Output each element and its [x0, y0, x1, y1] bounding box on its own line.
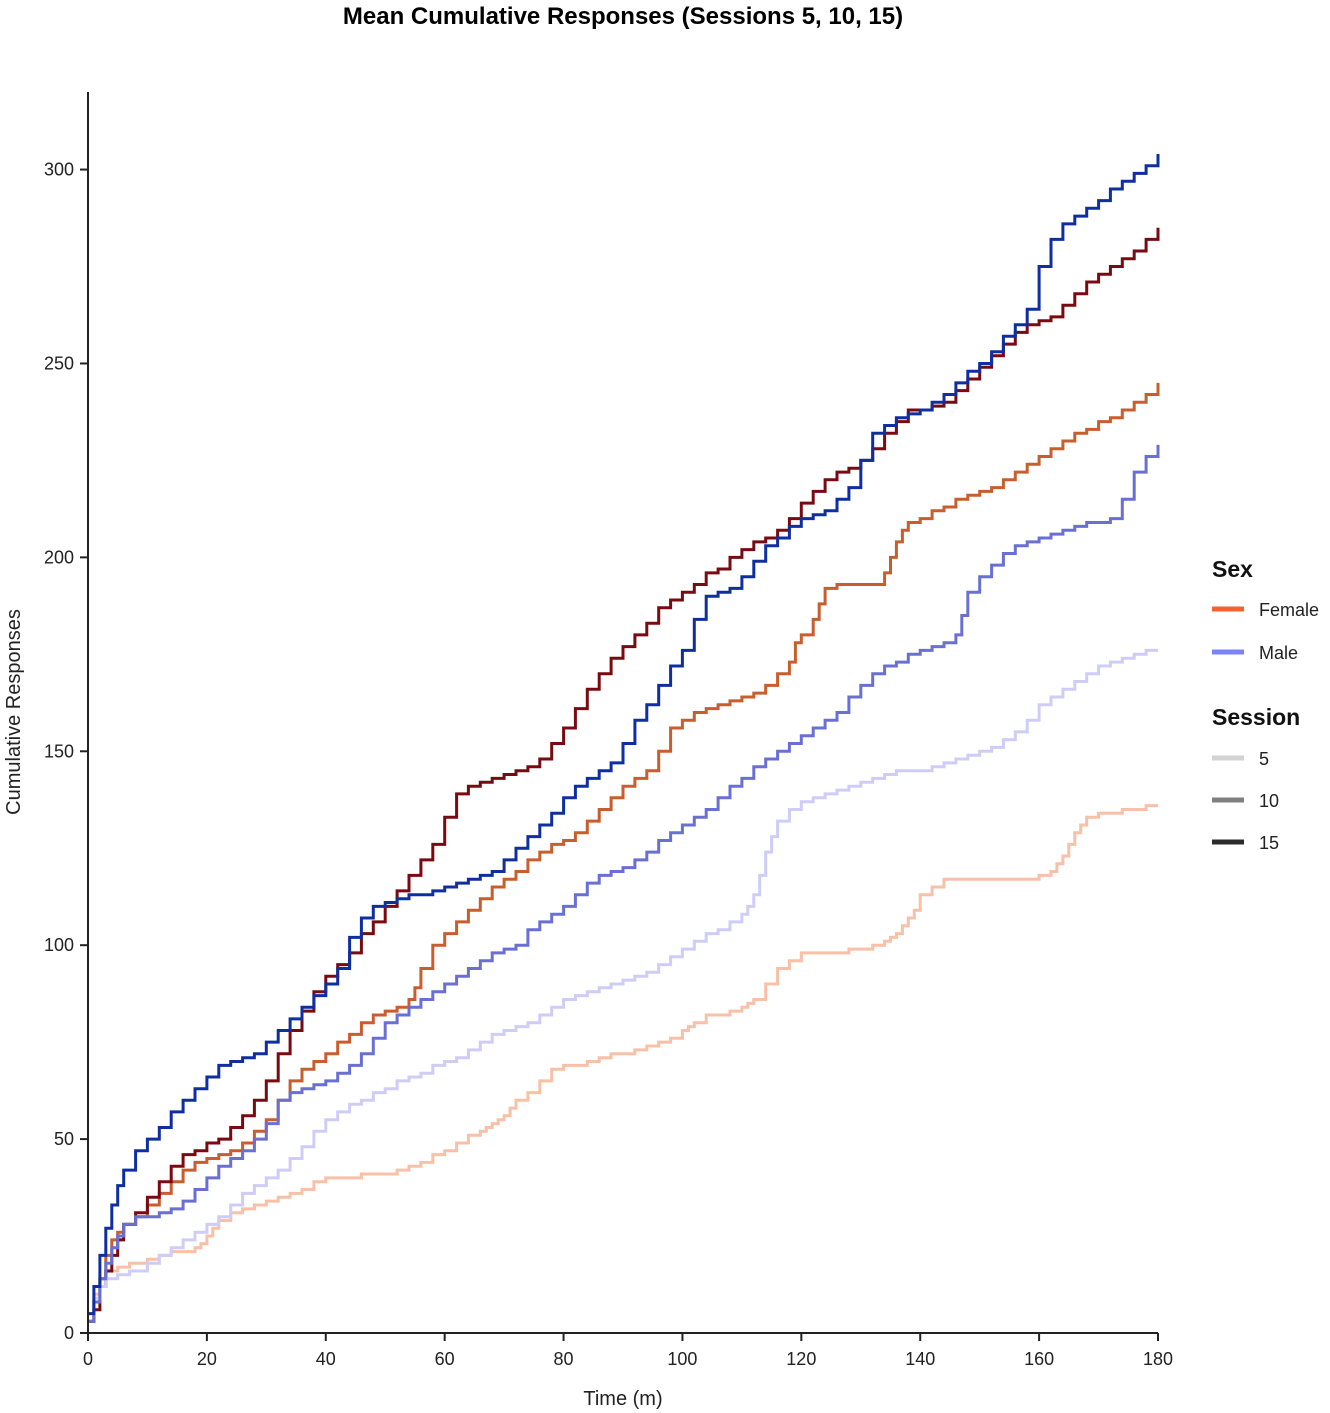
series-layer [88, 154, 1160, 1323]
legend-label-male: Male [1259, 643, 1298, 663]
x-tick-label: 80 [554, 1349, 574, 1369]
y-axis-label: Cumulative Responses [3, 609, 25, 815]
chart-title: Mean Cumulative Responses (Sessions 5, 1… [343, 3, 903, 30]
y-tick-label: 0 [64, 1323, 74, 1343]
legend-title-session: Session [1212, 704, 1300, 730]
x-tick-label: 120 [786, 1349, 816, 1369]
legend-label-session-15: 15 [1259, 833, 1279, 853]
legend-label-session-10: 10 [1259, 791, 1279, 811]
x-tick-label: 60 [435, 1349, 455, 1369]
x-tick-label: 180 [1143, 1349, 1173, 1369]
x-tick-label: 0 [83, 1349, 93, 1369]
x-axis-label: Time (m) [583, 1388, 662, 1410]
y-tick-label: 250 [44, 353, 74, 373]
y-tick-label: 150 [44, 741, 74, 761]
series-line-male-session-5 [88, 648, 1158, 1316]
y-ticks: 0 50 100 150 200 250 300 [44, 160, 88, 1343]
y-tick-label: 300 [44, 160, 74, 180]
legend-label-session-5: 5 [1259, 749, 1269, 769]
x-tick-label: 160 [1024, 1349, 1054, 1369]
legend: Sex Female Male Session 5 10 15 [1212, 556, 1319, 853]
x-tick-label: 40 [316, 1349, 336, 1369]
x-tick-label: 20 [197, 1349, 217, 1369]
y-tick-label: 200 [44, 547, 74, 567]
x-tick-label: 100 [667, 1349, 697, 1369]
legend-label-female: Female [1259, 600, 1319, 620]
series-line-female-session-5 [88, 804, 1158, 1323]
y-tick-label: 100 [44, 935, 74, 955]
series-line-male-session-10 [88, 444, 1160, 1323]
series-line-male-session-15 [88, 154, 1160, 1316]
series-line-female-session-10 [88, 382, 1160, 1323]
series-line-female-session-15 [88, 227, 1160, 1323]
x-tick-label: 140 [905, 1349, 935, 1369]
x-ticks: 0 20 40 60 80 100 120 140 160 180 [83, 1333, 1173, 1369]
y-tick-label: 50 [54, 1129, 74, 1149]
legend-title-sex: Sex [1212, 556, 1253, 582]
